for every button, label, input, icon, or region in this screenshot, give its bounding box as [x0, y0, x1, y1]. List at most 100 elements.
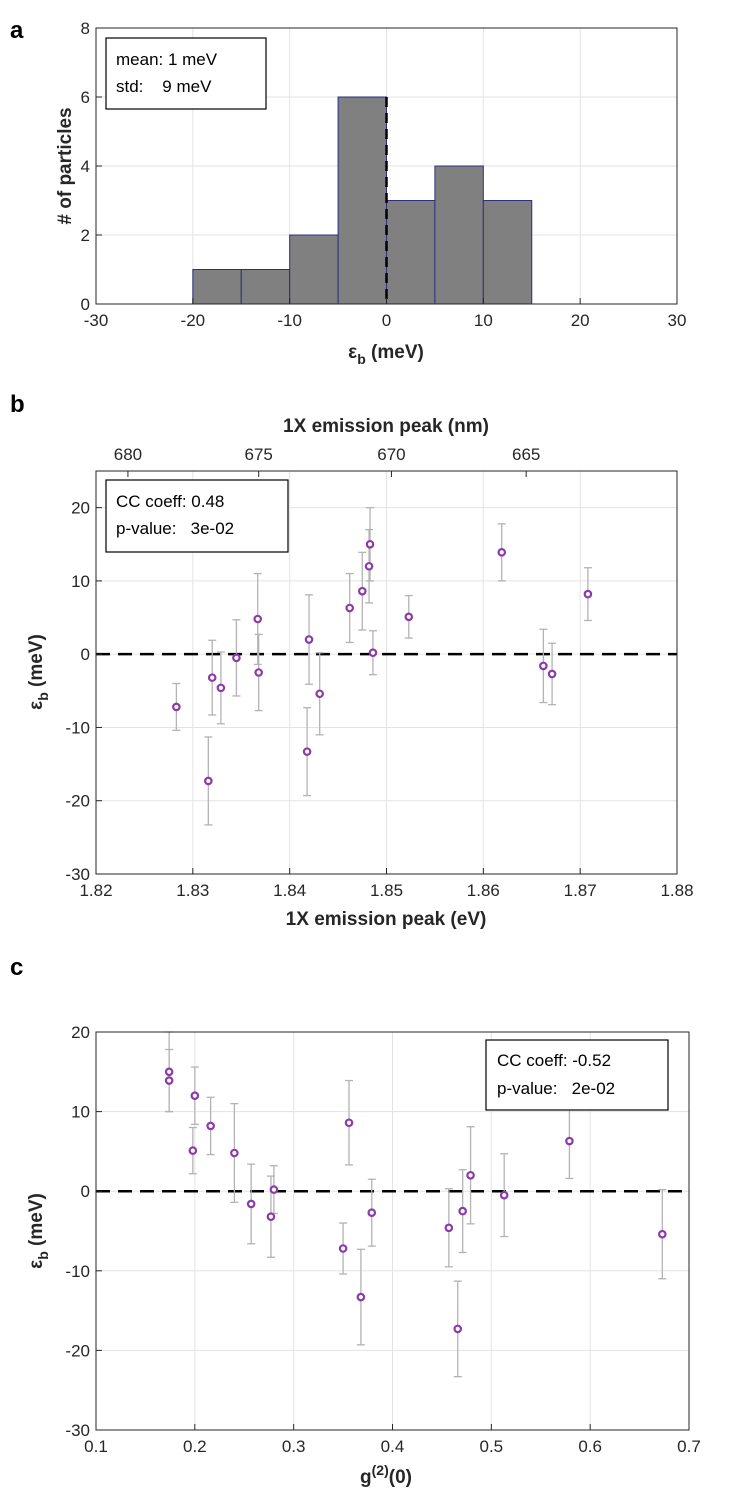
panel-c-x-axis-label: g(2)(0) — [360, 1462, 412, 1488]
c-data-point — [466, 1170, 475, 1180]
b-data-point — [302, 747, 312, 756]
b-data-point — [345, 603, 355, 613]
a-x-tick-label: 0 — [382, 311, 391, 330]
b-y-tick-label: -10 — [65, 718, 90, 737]
c-data-point — [444, 1223, 454, 1233]
b-data-point — [254, 668, 263, 677]
c-data-point — [266, 1212, 276, 1221]
b-data-point — [216, 683, 226, 693]
panel-c-x-label-sup: (2) — [372, 1462, 389, 1478]
histogram-bar — [289, 234, 339, 305]
b-x-tick-label: 1.83 — [176, 881, 209, 900]
b-top-tick-label: 680 — [114, 445, 142, 464]
b-data-point — [253, 614, 263, 624]
histogram-bar — [240, 269, 291, 305]
b-data-point — [315, 689, 324, 699]
c-x-tick-label: 0.1 — [84, 1437, 108, 1456]
panel-b-y-axis-label: εb (meV) — [26, 634, 51, 710]
c-data-point — [190, 1091, 200, 1100]
panel-c-y-label-tail: (meV) — [26, 1193, 47, 1251]
b-x-tick-label: 1.88 — [660, 881, 693, 900]
histogram-bar — [386, 200, 436, 305]
c-x-tick-label: 0.3 — [282, 1437, 306, 1456]
c-data-point — [230, 1148, 239, 1158]
c-data-point — [206, 1121, 215, 1131]
panel-a-annotation-line-2: std: 9 meV — [116, 77, 212, 96]
a-y-tick-label: 8 — [81, 19, 90, 38]
b-y-tick-label: 10 — [71, 572, 90, 591]
b-x-tick-label: 1.86 — [467, 881, 500, 900]
a-x-tick-label: 30 — [668, 311, 687, 330]
panel-c-scatter-g2: c 0.1 0.2 0.3 0.4 0.5 0.6 0.7 -30 -20 -10 0 10 20 CC… — [10, 954, 701, 1488]
a-x-tick-label: 10 — [474, 311, 493, 330]
b-data-point — [547, 669, 557, 679]
histogram-bar — [337, 96, 388, 305]
c-data-point — [356, 1292, 366, 1302]
a-x-tick-label: -20 — [181, 311, 206, 330]
b-data-point — [172, 702, 181, 712]
b-data-point — [364, 561, 374, 571]
histogram-bar — [482, 200, 533, 305]
panel-c-y-label-main: ε — [26, 1260, 47, 1269]
c-x-tick-label: 0.4 — [381, 1437, 405, 1456]
b-data-point — [368, 648, 378, 658]
b-x-tick-label: 1.82 — [79, 881, 112, 900]
panel-b-annotation-line-2: p-value: 3e-02 — [116, 519, 234, 538]
panel-a-histogram: a -30 -20 -10 0 10 20 30 0 2 4 6 8 mean: 1 meV std:… — [10, 17, 686, 367]
panel-b-y-label-main: ε — [26, 701, 47, 710]
panel-c-annotation-box — [485, 1039, 669, 1111]
c-y-tick-label: -30 — [65, 1421, 90, 1440]
panel-a-x-label-sub: b — [357, 351, 366, 367]
b-top-tick-label: 670 — [377, 445, 405, 464]
panel-c-label: c — [10, 954, 23, 981]
b-y-tick-label: 0 — [81, 645, 90, 664]
panel-c-y-axis-label: εb (meV) — [26, 1193, 51, 1269]
c-data-point — [499, 1190, 509, 1200]
panel-a-x-label-main: ε — [348, 342, 357, 363]
c-data-point — [338, 1244, 348, 1253]
b-data-point — [204, 776, 213, 786]
c-data-point — [164, 1076, 174, 1085]
panel-a-label: a — [10, 17, 24, 44]
c-x-tick-label: 0.5 — [480, 1437, 504, 1456]
a-x-tick-label: 20 — [571, 311, 590, 330]
panel-b-y-label-sub: b — [35, 692, 51, 701]
histogram-bar — [192, 269, 242, 305]
panel-a-annotation-line-1: mean: 1 meV — [116, 50, 218, 69]
b-x-tick-label: 1.85 — [370, 881, 403, 900]
a-y-tick-label: 0 — [81, 295, 90, 314]
b-data-point — [207, 673, 217, 682]
b-data-point — [583, 589, 593, 599]
c-data-point — [453, 1324, 463, 1334]
c-x-tick-label: 0.6 — [578, 1437, 602, 1456]
panel-a-y-axis-label: # of particles — [55, 107, 76, 224]
b-y-tick-label: -30 — [65, 865, 90, 884]
panel-b-x-axis-label: 1X emission peak (eV) — [286, 909, 487, 930]
panel-b-scatter-energy: b 1X emission peak (nm) 1.82 1.83 1.84 1.85… — [10, 391, 694, 930]
panel-c-x-label-tail: (0) — [389, 1467, 412, 1488]
c-data-point — [246, 1199, 256, 1209]
b-data-point — [497, 548, 507, 557]
b-data-point — [232, 653, 241, 663]
b-x-tick-label: 1.87 — [564, 881, 597, 900]
c-y-tick-label: -10 — [65, 1262, 90, 1281]
c-data-point — [188, 1146, 198, 1155]
a-y-tick-label: 4 — [81, 157, 90, 176]
b-y-tick-label: -20 — [65, 792, 90, 811]
panel-a-x-label-tail: (meV) — [366, 342, 424, 363]
c-y-tick-label: 20 — [71, 1023, 90, 1042]
b-data-point — [404, 612, 414, 622]
c-x-tick-label: 0.2 — [183, 1437, 207, 1456]
panel-c-annotation-line-2: p-value: 2e-02 — [497, 1079, 615, 1098]
histogram-bar — [434, 165, 484, 305]
c-data-point — [565, 1136, 574, 1146]
c-y-tick-label: 0 — [81, 1182, 90, 1201]
panel-b-y-label-tail: (meV) — [26, 634, 47, 692]
c-data-point — [344, 1118, 354, 1128]
b-data-point — [357, 586, 367, 596]
a-y-tick-label: 6 — [81, 88, 90, 107]
b-data-point — [365, 539, 375, 549]
c-data-point — [164, 1067, 174, 1077]
c-x-tick-label: 0.7 — [677, 1437, 701, 1456]
